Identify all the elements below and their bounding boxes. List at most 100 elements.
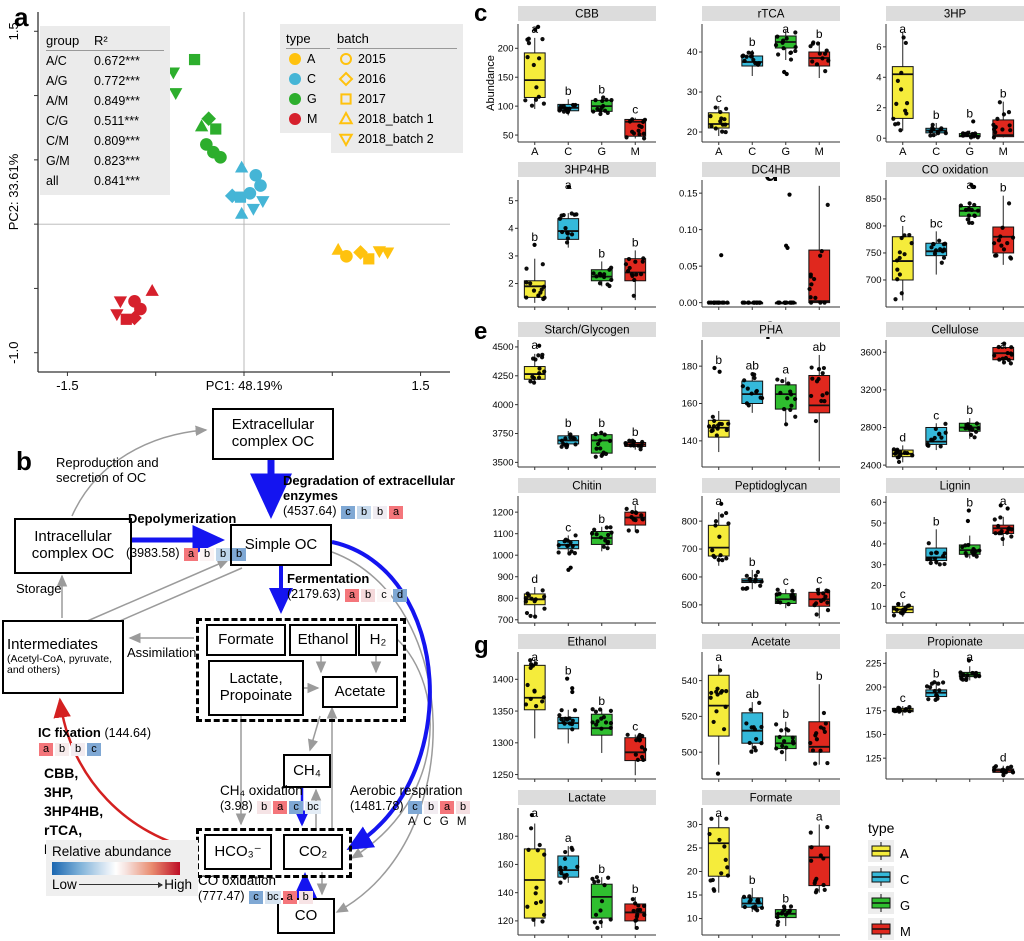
svg-text:c: c	[933, 408, 939, 422]
pca-panel: a -1.5 PC1: 48.19% 1.5 1.5 PC2: 33.61% -1.0 g…	[0, 0, 470, 408]
svg-text:rTCA: rTCA	[758, 9, 785, 21]
svg-text:4250: 4250	[492, 371, 513, 382]
svg-text:a: a	[816, 809, 823, 823]
svg-text:G: G	[597, 146, 606, 158]
fermentation-products-group	[196, 618, 406, 722]
batch-legend-item: 2015	[337, 49, 457, 69]
svg-text:0.00: 0.00	[679, 298, 698, 309]
abundance-badge: b	[216, 548, 230, 561]
svg-text:b: b	[749, 35, 756, 49]
svg-text:a: a	[1000, 338, 1007, 352]
svg-text:30: 30	[687, 87, 698, 98]
boxplot-peptidoglycan: Peptidoglycan 500 600 700 800 a b c c	[670, 478, 840, 630]
svg-text:750: 750	[866, 248, 882, 259]
svg-text:a: a	[715, 650, 722, 664]
diagram-arrows	[53, 425, 434, 913]
panel-label-a: a	[14, 2, 29, 32]
svg-text:850: 850	[866, 194, 882, 205]
svg-text:2400: 2400	[860, 460, 881, 471]
svg-text:C: C	[932, 146, 940, 158]
svg-text:700: 700	[498, 615, 514, 626]
svg-text:b: b	[565, 664, 572, 678]
svg-text:2800: 2800	[860, 423, 881, 434]
abundance-badge: d	[393, 588, 407, 602]
svg-text:c: c	[783, 574, 789, 588]
svg-text:1250: 1250	[492, 770, 513, 781]
abundance-badge: bc	[305, 800, 321, 814]
svg-text:a: a	[782, 22, 789, 36]
svg-text:Lignin: Lignin	[940, 481, 971, 493]
svg-text:140: 140	[682, 436, 698, 447]
svg-text:c: c	[565, 520, 571, 534]
abundance-badge: b	[298, 890, 313, 904]
svg-text:200: 200	[498, 43, 514, 54]
abundance-badge: a	[273, 800, 288, 814]
svg-text:600: 600	[682, 572, 698, 583]
svg-text:40: 40	[687, 47, 698, 58]
svg-text:700: 700	[866, 275, 882, 286]
svg-text:b: b	[632, 425, 639, 439]
boxplot-propionate: Propionate 125 150 175 200 225 c b a d	[854, 634, 1024, 786]
svg-text:C: C	[564, 146, 572, 158]
abundance-badge: c	[408, 800, 422, 814]
svg-text:180: 180	[682, 361, 698, 372]
svg-text:0.15: 0.15	[679, 188, 698, 199]
svg-text:4500: 4500	[492, 342, 513, 353]
svg-text:2: 2	[508, 279, 513, 290]
svg-text:G: G	[965, 146, 974, 158]
svg-text:a: a	[966, 650, 973, 664]
svg-text:40: 40	[871, 539, 882, 550]
svg-text:4: 4	[508, 224, 513, 235]
node-simple-oc: Simple OC	[230, 524, 332, 566]
svg-text:30: 30	[687, 820, 698, 831]
panel-label-e: e	[474, 318, 488, 345]
svg-text:DC4HB: DC4HB	[752, 165, 791, 177]
svg-text:b: b	[598, 416, 605, 430]
svg-text:800: 800	[866, 221, 882, 232]
svg-text:1400: 1400	[492, 675, 513, 686]
svg-text:900: 900	[498, 572, 514, 583]
svg-text:1.5: 1.5	[412, 378, 430, 393]
abundance-badge: b	[373, 505, 387, 519]
svg-text:PC1: 48.19%: PC1: 48.19%	[206, 378, 283, 393]
svg-text:CO oxidation: CO oxidation	[922, 165, 988, 177]
type-legend-item: M	[868, 917, 998, 941]
pca-plot: -1.5 PC1: 48.19% 1.5 1.5 PC2: 33.61% -1.0	[4, 6, 456, 403]
svg-text:500: 500	[682, 747, 698, 758]
svg-text:bc: bc	[930, 216, 943, 230]
svg-text:3750: 3750	[492, 429, 513, 440]
svg-text:b: b	[598, 512, 605, 526]
svg-text:b: b	[816, 669, 823, 683]
boxplot-dc4hb: DC4HB 0.00 0.05 0.10 0.15	[670, 162, 840, 314]
abundance-badge: a	[39, 742, 53, 756]
type-legend-item: M	[286, 109, 330, 129]
svg-text:a: a	[565, 831, 572, 845]
svg-text:-1.0: -1.0	[6, 342, 21, 364]
svg-text:b: b	[966, 496, 973, 510]
svg-text:b: b	[1000, 87, 1007, 101]
svg-text:a: a	[632, 494, 639, 508]
svg-text:a: a	[899, 22, 906, 36]
node-ch4: CH₄	[283, 754, 331, 788]
type-legend-item: A	[868, 839, 998, 866]
r2-row: A/G 0.772***	[46, 74, 140, 88]
boxplot-chitin: Chitin 700 800 900 1000 1100 1200 d c b a	[486, 478, 656, 630]
process-ch4-oxidation: CH₄ oxidation (3.98) b a c bc	[220, 783, 321, 814]
node-extracellular-complex-oc: Extracellular complex OC	[212, 408, 334, 460]
abundance-badge: a	[345, 588, 359, 602]
boxplot-ethanol: Ethanol 1250 1300 1350 1400 a b b c	[486, 634, 656, 786]
svg-text:b: b	[598, 246, 605, 260]
type-legend-item: C	[286, 69, 330, 89]
svg-text:4: 4	[876, 72, 881, 83]
r2-row: A/C 0.672***	[46, 54, 140, 68]
svg-text:M: M	[631, 146, 640, 158]
svg-text:1200: 1200	[492, 507, 513, 518]
svg-text:G: G	[781, 146, 790, 158]
r2-table: group R² A/C 0.672*** A/G 0.772*** A/M 0.849***…	[40, 26, 170, 195]
svg-text:500: 500	[682, 600, 698, 611]
boxplot-formate: Formate 10 15 20 25 30 a b b a	[670, 790, 840, 941]
process-depolymerization: Depolymerization	[128, 511, 237, 526]
boxplot-type-legend: type A C G M	[868, 820, 998, 941]
